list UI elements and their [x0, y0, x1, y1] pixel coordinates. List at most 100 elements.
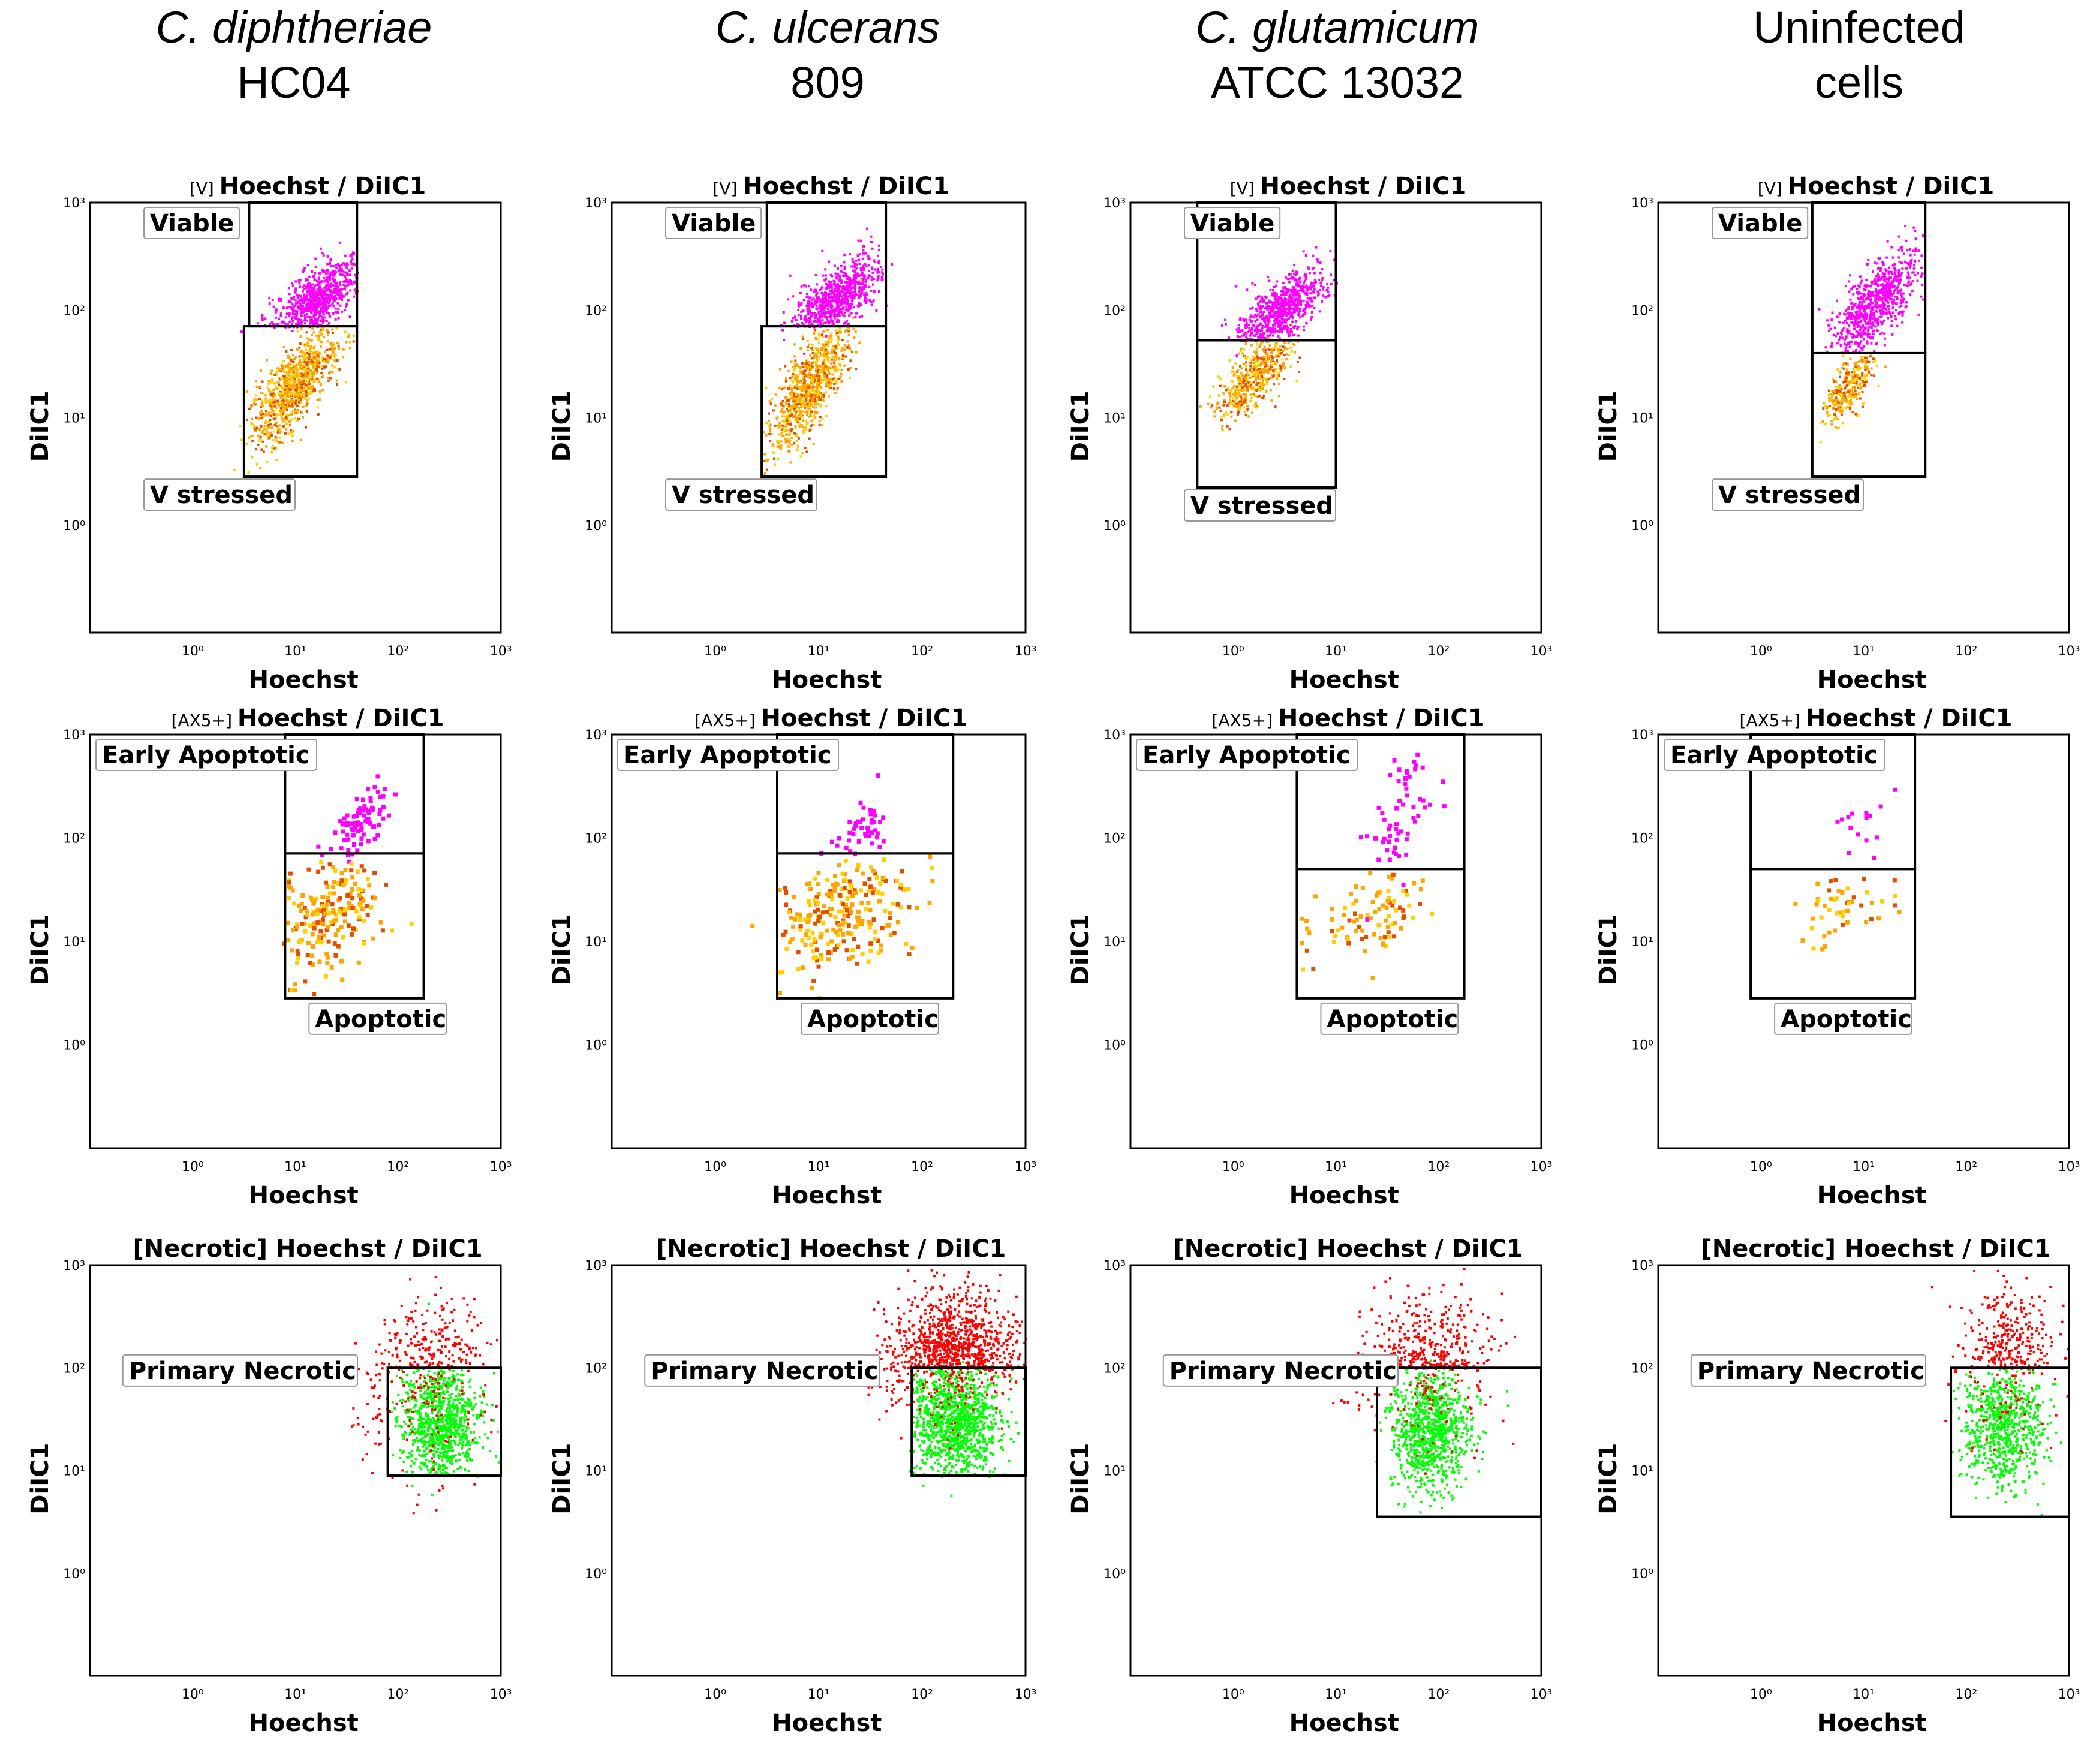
data-point: [1237, 392, 1240, 395]
data-point: [771, 443, 774, 446]
data-point: [253, 402, 256, 405]
data-point: [1259, 389, 1262, 392]
data-point: [1858, 285, 1861, 288]
data-point: [855, 263, 858, 266]
data-point: [1286, 311, 1289, 314]
data-point: [777, 426, 780, 429]
data-point: [270, 434, 273, 437]
data-point: [789, 414, 792, 417]
data-point: [1235, 386, 1238, 389]
data-point: [1267, 337, 1270, 340]
data-point: [826, 344, 829, 347]
data-point: [1241, 398, 1244, 401]
data-point: [299, 392, 302, 395]
data-point: [290, 359, 293, 362]
data-point: [825, 287, 828, 290]
data-point: [1285, 293, 1288, 296]
data-point: [335, 267, 338, 269]
data-point: [1243, 399, 1246, 402]
data-point: [825, 278, 827, 281]
data-point: [1255, 402, 1258, 405]
data-point: [816, 371, 819, 374]
data-point: [809, 428, 812, 431]
data-point: [816, 317, 819, 320]
data-point: [827, 319, 829, 322]
data-point: [1295, 293, 1298, 296]
data-point: [838, 357, 841, 360]
data-point: [859, 282, 862, 285]
data-point: [819, 376, 822, 379]
x-tick-label: 10³: [1530, 644, 1553, 659]
data-point: [292, 306, 295, 309]
data-point: [865, 298, 868, 300]
data-point: [283, 321, 286, 324]
data-point: [1312, 291, 1315, 294]
data-point: [1312, 285, 1315, 288]
data-point: [296, 330, 299, 333]
data-point: [1848, 290, 1851, 293]
data-point: [289, 392, 292, 395]
data-point: [318, 390, 321, 393]
data-point: [768, 428, 771, 431]
data-point: [344, 285, 347, 288]
data-point: [291, 320, 294, 323]
data-point: [807, 384, 810, 387]
data-point: [1261, 360, 1264, 363]
data-point: [293, 309, 296, 312]
data-point: [287, 365, 290, 368]
data-point: [1242, 376, 1245, 379]
data-point: [868, 264, 870, 267]
data-point: [324, 293, 327, 296]
data-point: [820, 347, 823, 349]
data-point: [339, 284, 342, 287]
data-point: [822, 322, 825, 325]
data-point: [1279, 348, 1282, 351]
data-point: [796, 419, 799, 422]
data-point: [825, 363, 827, 366]
data-point: [303, 359, 306, 361]
data-point: [844, 300, 847, 303]
data-point: [1300, 288, 1303, 291]
data-point: [808, 393, 811, 396]
data-point: [258, 412, 261, 415]
column-header-c-glutamicum: C. glutamicum ATCC 13032: [1127, 0, 1547, 110]
data-point: [808, 318, 811, 321]
data-point: [1263, 325, 1266, 328]
data-point: [278, 383, 281, 386]
data-point: [1302, 310, 1305, 312]
data-point: [1245, 374, 1248, 377]
data-point: [297, 300, 300, 303]
data-point: [820, 313, 823, 316]
data-point: [344, 288, 347, 291]
data-point: [308, 300, 311, 303]
data-point: [318, 397, 321, 400]
data-point: [1243, 319, 1246, 322]
data-point: [302, 343, 305, 346]
data-point: [280, 407, 283, 410]
data-point: [278, 369, 281, 372]
data-point: [334, 347, 336, 350]
data-point: [786, 399, 789, 402]
data-point: [1863, 300, 1866, 303]
data-point: [847, 330, 850, 333]
data-point: [297, 294, 300, 297]
data-point: [1237, 408, 1240, 411]
data-point: [814, 315, 817, 318]
data-point: [286, 374, 289, 377]
data-point: [333, 359, 336, 362]
data-point: [303, 302, 306, 305]
data-point: [832, 378, 835, 381]
data-point: [342, 348, 345, 351]
data-point: [275, 308, 278, 311]
data-point: [1259, 381, 1261, 384]
data-point: [805, 396, 808, 399]
data-point: [300, 324, 303, 326]
data-point: [297, 380, 300, 383]
data-point: [1218, 406, 1221, 409]
data-point: [815, 308, 818, 310]
data-point: [812, 387, 815, 390]
data-point: [1319, 281, 1322, 284]
data-point: [348, 347, 351, 350]
data-point: [305, 279, 308, 282]
